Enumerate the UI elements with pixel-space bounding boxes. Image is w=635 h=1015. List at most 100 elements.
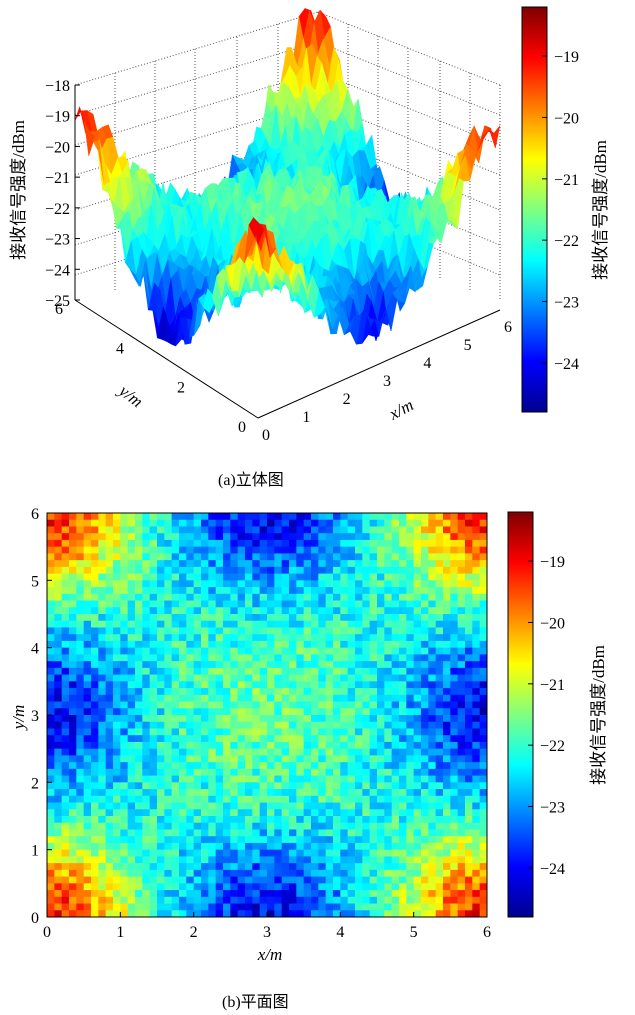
heatmap-cell [260,520,268,527]
heatmap-cell [252,796,260,803]
heatmap-cell [84,533,92,540]
heatmap-cell [406,661,414,668]
heatmap-cell [245,843,253,850]
heatmap-cell [142,688,150,695]
heatmap-cell [150,742,158,749]
heatmap-cell [113,809,121,816]
heatmap-cell [238,776,246,783]
heatmap-cell [289,715,297,722]
heatmap-cell [406,796,414,803]
heatmap-cell [69,910,77,917]
heatmap-cell [296,574,304,581]
heatmap-cell [186,574,194,581]
heatmap-cell [69,762,77,769]
heatmap-cell [384,755,392,762]
heatmap-cell [282,850,290,857]
heatmap-cell [326,533,334,540]
heatmap-cell [362,904,370,911]
heatmap-cell [120,688,128,695]
heatmap-cell [340,661,348,668]
heatmap-cell [245,769,253,776]
heatmap-cell [230,782,238,789]
heatmap-cell [289,755,297,762]
heatmap-cell [377,648,385,655]
heatmap-cell [355,594,363,601]
heatmap-cell [428,688,436,695]
heatmap-cell [399,735,407,742]
heatmap-cell [216,742,224,749]
heatmap-cell [450,708,458,715]
heatmap-cell [120,587,128,594]
heatmap-cell [428,850,436,857]
heatmap-cell [267,513,275,520]
heatmap-cell [355,648,363,655]
heatmap-cell [450,762,458,769]
heatmap-cell [421,547,429,554]
heatmap-cell [54,594,62,601]
heatmap-cell [282,641,290,648]
heatmap-cell [230,863,238,870]
heatmap-cell [260,661,268,668]
heatmap-cell [150,668,158,675]
heatmap-cell [157,749,165,756]
heatmap-cell [201,816,209,823]
heatmap-cell [392,755,400,762]
heatmap-cell [428,816,436,823]
heatmap-cell [47,715,55,722]
heatmap-cell [436,755,444,762]
heatmap-cell [230,533,238,540]
heatmap-cell [377,836,385,843]
heatmap-cell [62,910,70,917]
heatmap-cell [54,829,62,836]
heatmap-cell [128,607,136,614]
heatmap-cell [362,675,370,682]
heatmap-cell [370,648,378,655]
heatmap-cell [98,702,106,709]
heatmap-cell [186,520,194,527]
heatmap-cell [318,863,326,870]
heatmap-cell [76,823,84,830]
heatmap-cell [216,520,224,527]
heatmap-cell [150,641,158,648]
heatmap-cell [326,574,334,581]
heatmap-cell [421,742,429,749]
heatmap-cell [340,749,348,756]
heatmap-cell [362,594,370,601]
heatmap-cell [384,702,392,709]
heatmap-cell [91,688,99,695]
heatmap-cell [142,681,150,688]
heatmap-cell [223,513,231,520]
heatmap-cell [282,614,290,621]
heatmap-cell [377,829,385,836]
heatmap-cell [54,520,62,527]
heatmap-cell [340,890,348,897]
heatmap-cell [406,877,414,884]
heatmap-cell [348,877,356,884]
heatmap-cell [296,796,304,803]
heatmap-cell [208,681,216,688]
heatmap-cell [69,695,77,702]
heatmap-cell [340,675,348,682]
heatmap-cell [179,553,187,560]
heatmap-cell [348,574,356,581]
heatmap-cell [91,816,99,823]
heatmap-cell [238,533,246,540]
heatmap-cell [377,533,385,540]
heatmap-cell [450,526,458,533]
heatmap-cell [377,695,385,702]
heatmap-cell [333,877,341,884]
heatmap-cell [399,601,407,608]
heatmap-cell [296,728,304,735]
heatmap-cell [304,836,312,843]
heatmap-cell [54,796,62,803]
heatmap-cell [384,567,392,574]
heatmap-cell [238,715,246,722]
heatmap-cell [54,695,62,702]
heatmap-cell [414,621,422,628]
heatmap-cell [238,769,246,776]
heatmap-cell [216,883,224,890]
heatmap-cell [150,560,158,567]
heatmap-cell [377,722,385,729]
heatmap-cell [238,789,246,796]
heatmap-cell [326,695,334,702]
